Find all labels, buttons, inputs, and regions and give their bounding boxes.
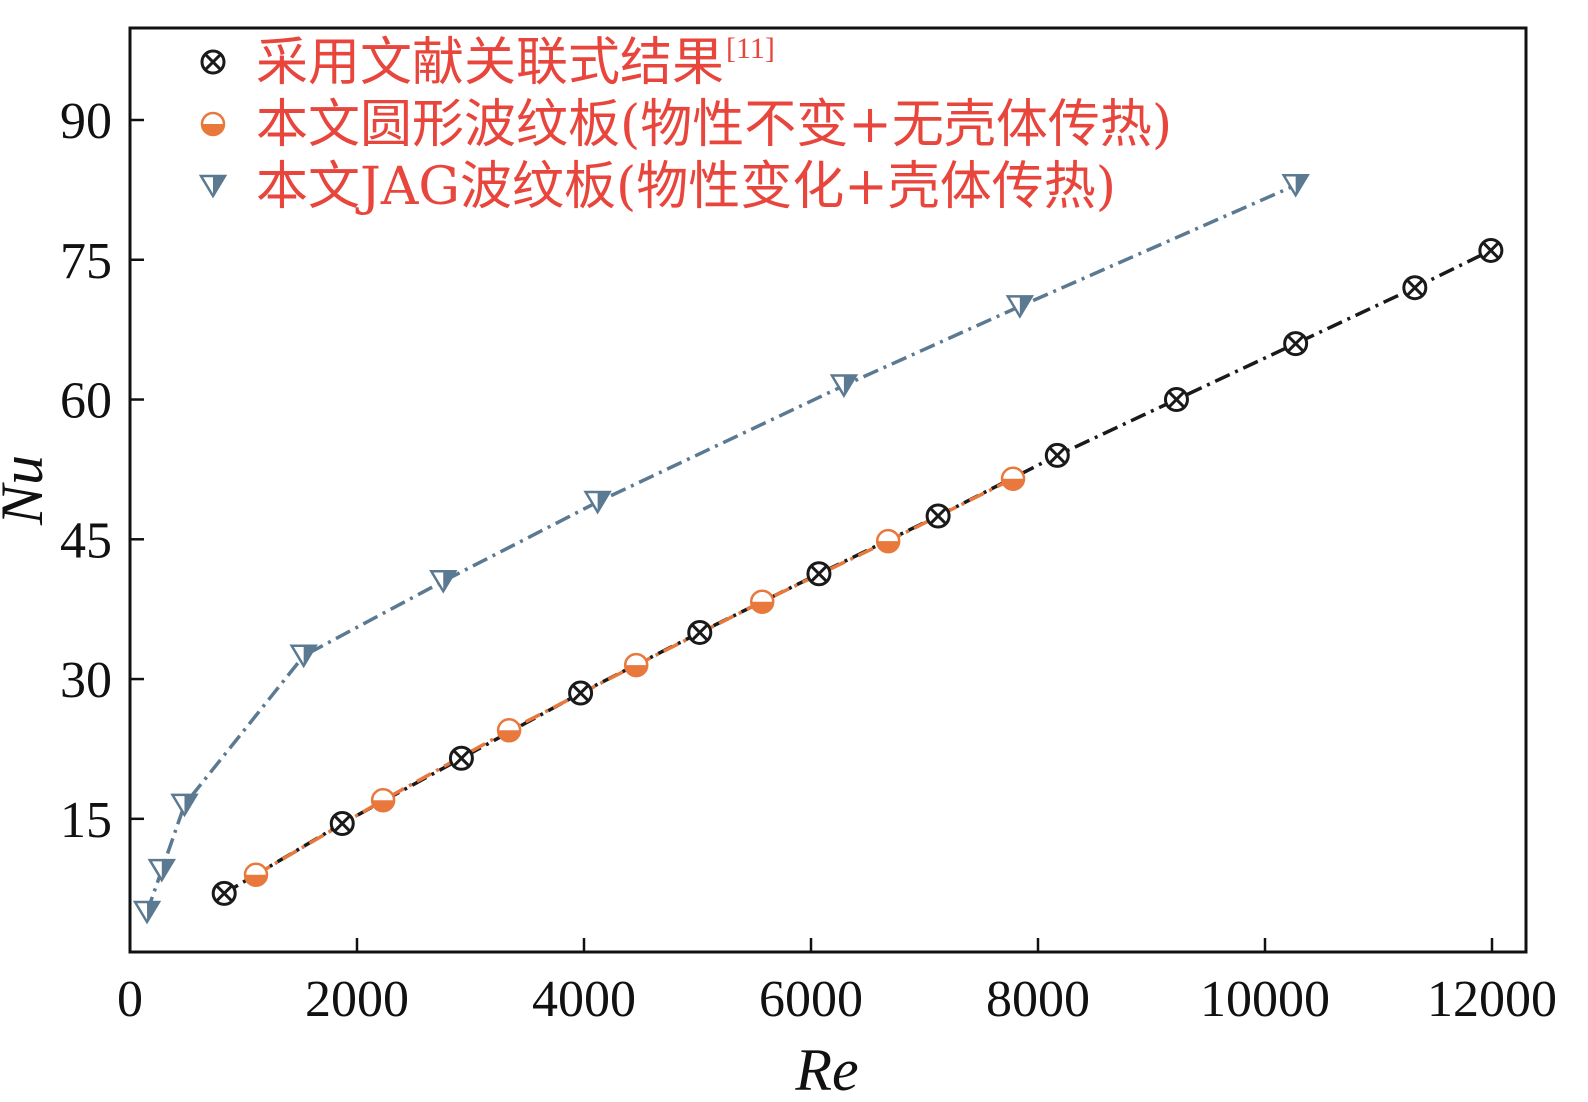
series-2-point [170,793,199,818]
x-tick-label: 6000 [759,971,863,1028]
series-0-point [211,880,237,906]
legend-label-1: 本文圆形波纹板(物性不变+无壳体传热) [256,95,1172,155]
series-line-0 [223,248,1492,895]
legend-citation-0: [11] [726,32,775,65]
series-2-point [429,569,458,594]
series-1-point [1000,466,1026,491]
series-0-point [1478,237,1504,263]
series-1-point [243,862,269,887]
series-0-point [329,810,355,836]
series-1-point [749,589,775,614]
legend-marker-2 [198,174,228,199]
series-0-point [1163,387,1189,413]
x-tick-label: 2000 [305,971,409,1028]
x-tick-label: 4000 [532,971,636,1028]
series-0-point [448,745,474,771]
x-axis-title: Re [794,1037,858,1102]
series-2-point [132,900,162,925]
y-tick-label: 60 [60,373,112,430]
legend-marker-0 [200,49,226,75]
legend-item-0: 采用文献关联式结果 [11] [200,32,775,93]
series-2-point [1005,295,1035,319]
y-axis-title: Nu [0,455,55,526]
legend-item-2: 本文JAG波纹板(物性变化+壳体传热) [198,157,1116,217]
x-tick-label: 0 [117,971,143,1028]
series-1-point [496,718,522,743]
series-2-point [1281,173,1310,198]
series-line-2 [145,183,1297,913]
series-1-point [875,528,901,554]
x-tick-label: 12000 [1427,971,1557,1028]
series-2-point [583,490,612,515]
y-tick-label: 90 [60,93,112,150]
y-tick-label: 75 [60,233,112,290]
y-tick-label: 45 [60,512,112,569]
series-0-point [1044,442,1070,468]
plot-frame [128,26,1528,954]
x-tick-label: 8000 [986,971,1090,1028]
y-tick-label: 15 [60,792,112,849]
series-2-point [289,644,318,669]
series-0-point [1402,275,1428,301]
series-0-point [925,503,951,529]
legend-marker-1 [200,111,226,137]
series-0-point [806,561,832,587]
series-0-point [687,619,713,645]
legend-label-0: 采用文献关联式结果 [256,33,724,93]
series-0-point [1283,331,1309,357]
series-1-point [370,787,396,813]
y-tick-label: 30 [60,652,112,709]
series-2-point [147,858,176,883]
series-2-point [829,374,859,398]
series-1-point [623,652,649,678]
x-tick-label: 10000 [1200,971,1330,1028]
legend-item-1: 本文圆形波纹板(物性不变+无壳体传热) [200,95,1172,155]
legend-label-2: 本文JAG波纹板(物性变化+壳体传热) [256,157,1116,217]
series-0-point [568,680,594,706]
